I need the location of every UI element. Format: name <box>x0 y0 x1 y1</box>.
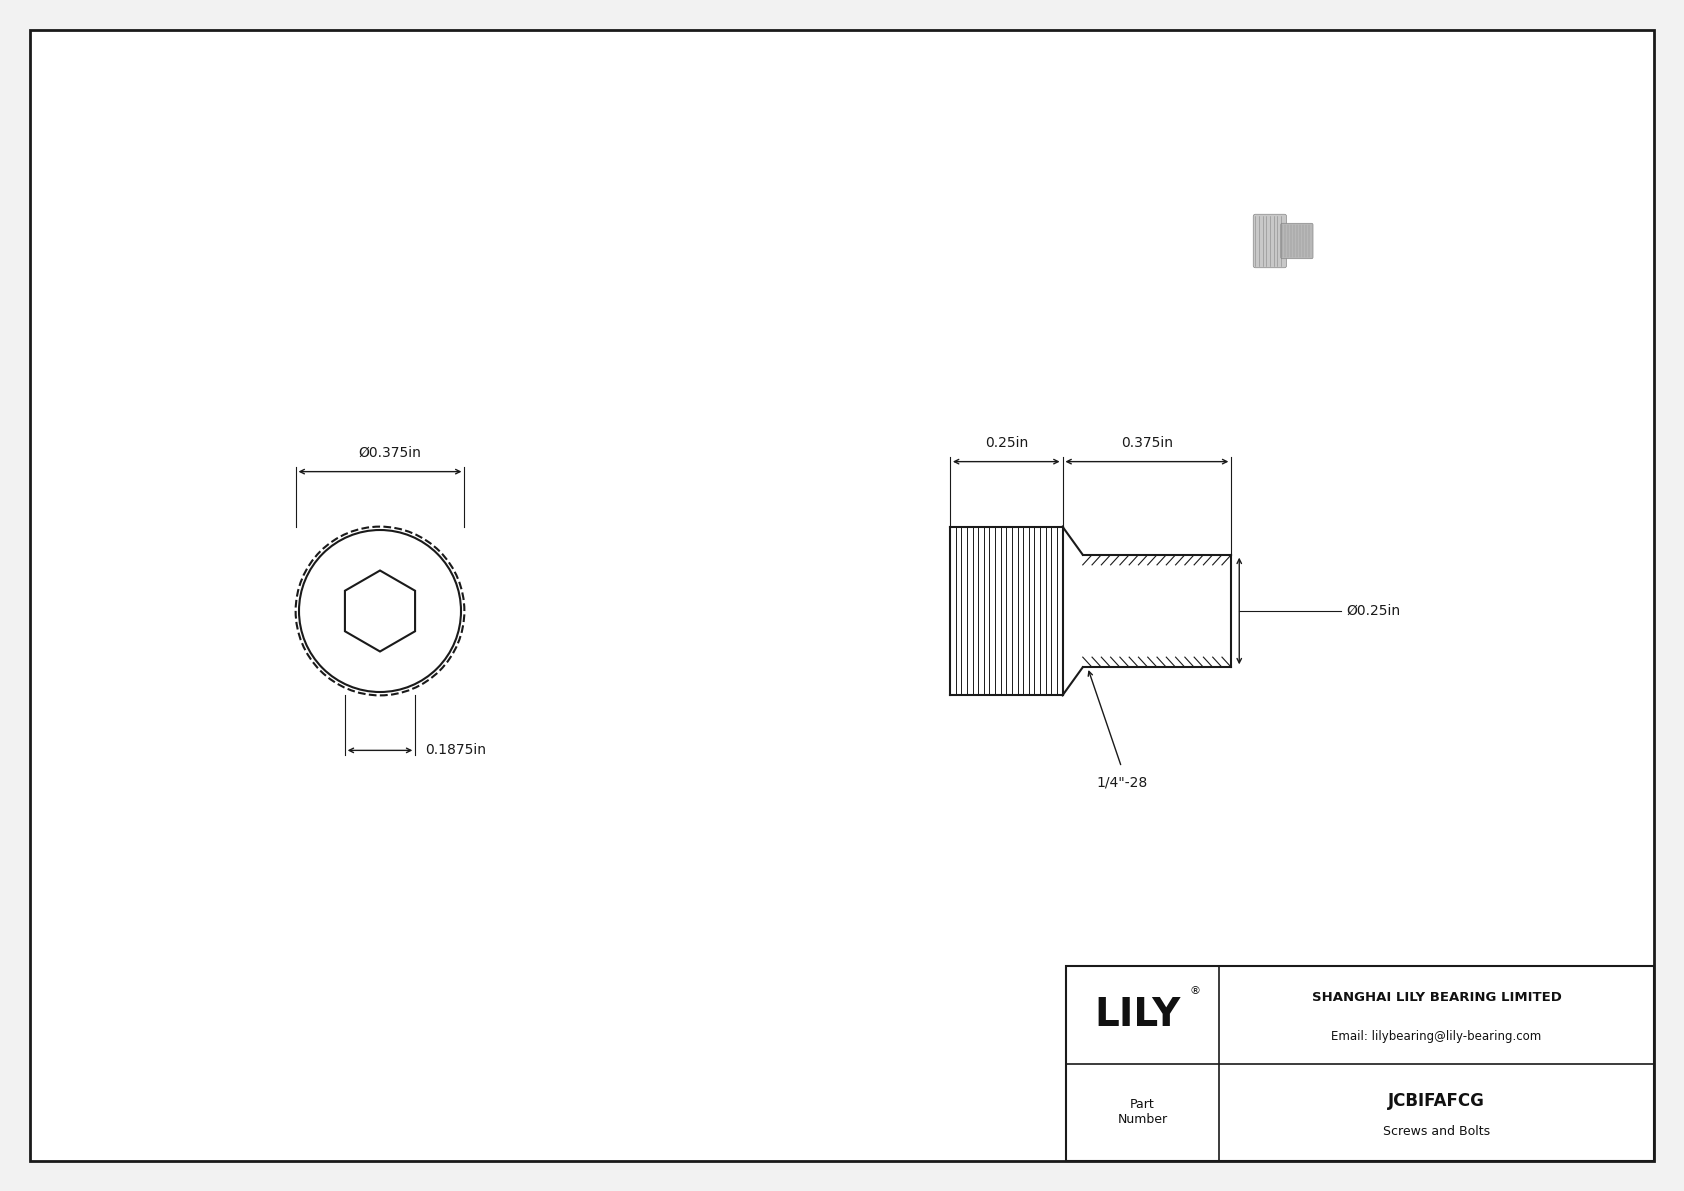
Text: 0.375in: 0.375in <box>1122 436 1172 450</box>
Text: LILY: LILY <box>1095 996 1180 1034</box>
Text: Screws and Bolts: Screws and Bolts <box>1383 1125 1490 1139</box>
Text: 0.25in: 0.25in <box>985 436 1027 450</box>
Text: 1/4"-28: 1/4"-28 <box>1096 775 1147 790</box>
Text: ®: ® <box>1189 986 1201 996</box>
Text: JCBIFAFCG: JCBIFAFCG <box>1388 1091 1485 1110</box>
Text: Ø0.25in: Ø0.25in <box>1346 604 1401 618</box>
FancyBboxPatch shape <box>1066 966 1654 1161</box>
Text: Ø0.375in: Ø0.375in <box>359 445 421 460</box>
Text: Email: lilybearing@lily-bearing.com: Email: lilybearing@lily-bearing.com <box>1332 1030 1541 1042</box>
FancyBboxPatch shape <box>1253 214 1287 268</box>
Text: SHANGHAI LILY BEARING LIMITED: SHANGHAI LILY BEARING LIMITED <box>1312 991 1561 1004</box>
Text: 0.1875in: 0.1875in <box>426 743 487 757</box>
FancyBboxPatch shape <box>30 30 1654 1161</box>
Text: Part
Number: Part Number <box>1118 1098 1167 1127</box>
FancyBboxPatch shape <box>1282 223 1314 258</box>
